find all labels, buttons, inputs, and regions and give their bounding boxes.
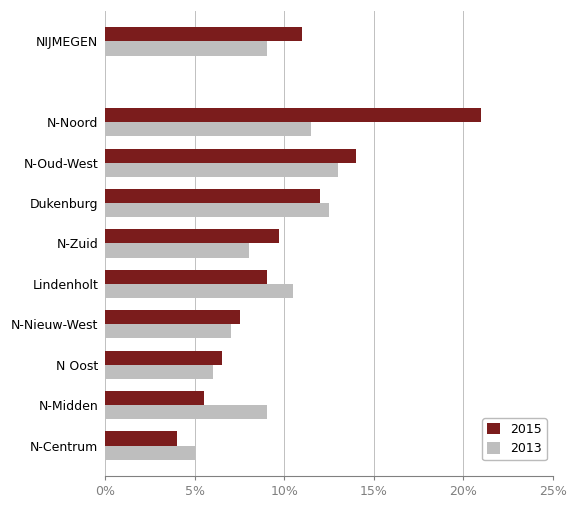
Bar <box>105 230 279 243</box>
Bar <box>105 27 302 41</box>
Bar <box>105 189 320 203</box>
Bar <box>105 243 249 258</box>
Bar <box>105 41 266 55</box>
Bar <box>105 324 231 338</box>
Legend: 2015, 2013: 2015, 2013 <box>483 418 547 460</box>
Bar <box>105 122 312 136</box>
Bar <box>105 149 356 163</box>
Bar <box>105 310 240 324</box>
Bar <box>105 284 294 298</box>
Bar <box>105 445 195 460</box>
Bar <box>105 270 266 284</box>
Bar <box>105 391 204 405</box>
Bar <box>105 108 481 122</box>
Bar <box>105 365 213 379</box>
Bar <box>105 405 266 419</box>
Bar <box>105 163 338 177</box>
Bar <box>105 203 329 217</box>
Bar <box>105 432 177 445</box>
Bar <box>105 351 222 365</box>
